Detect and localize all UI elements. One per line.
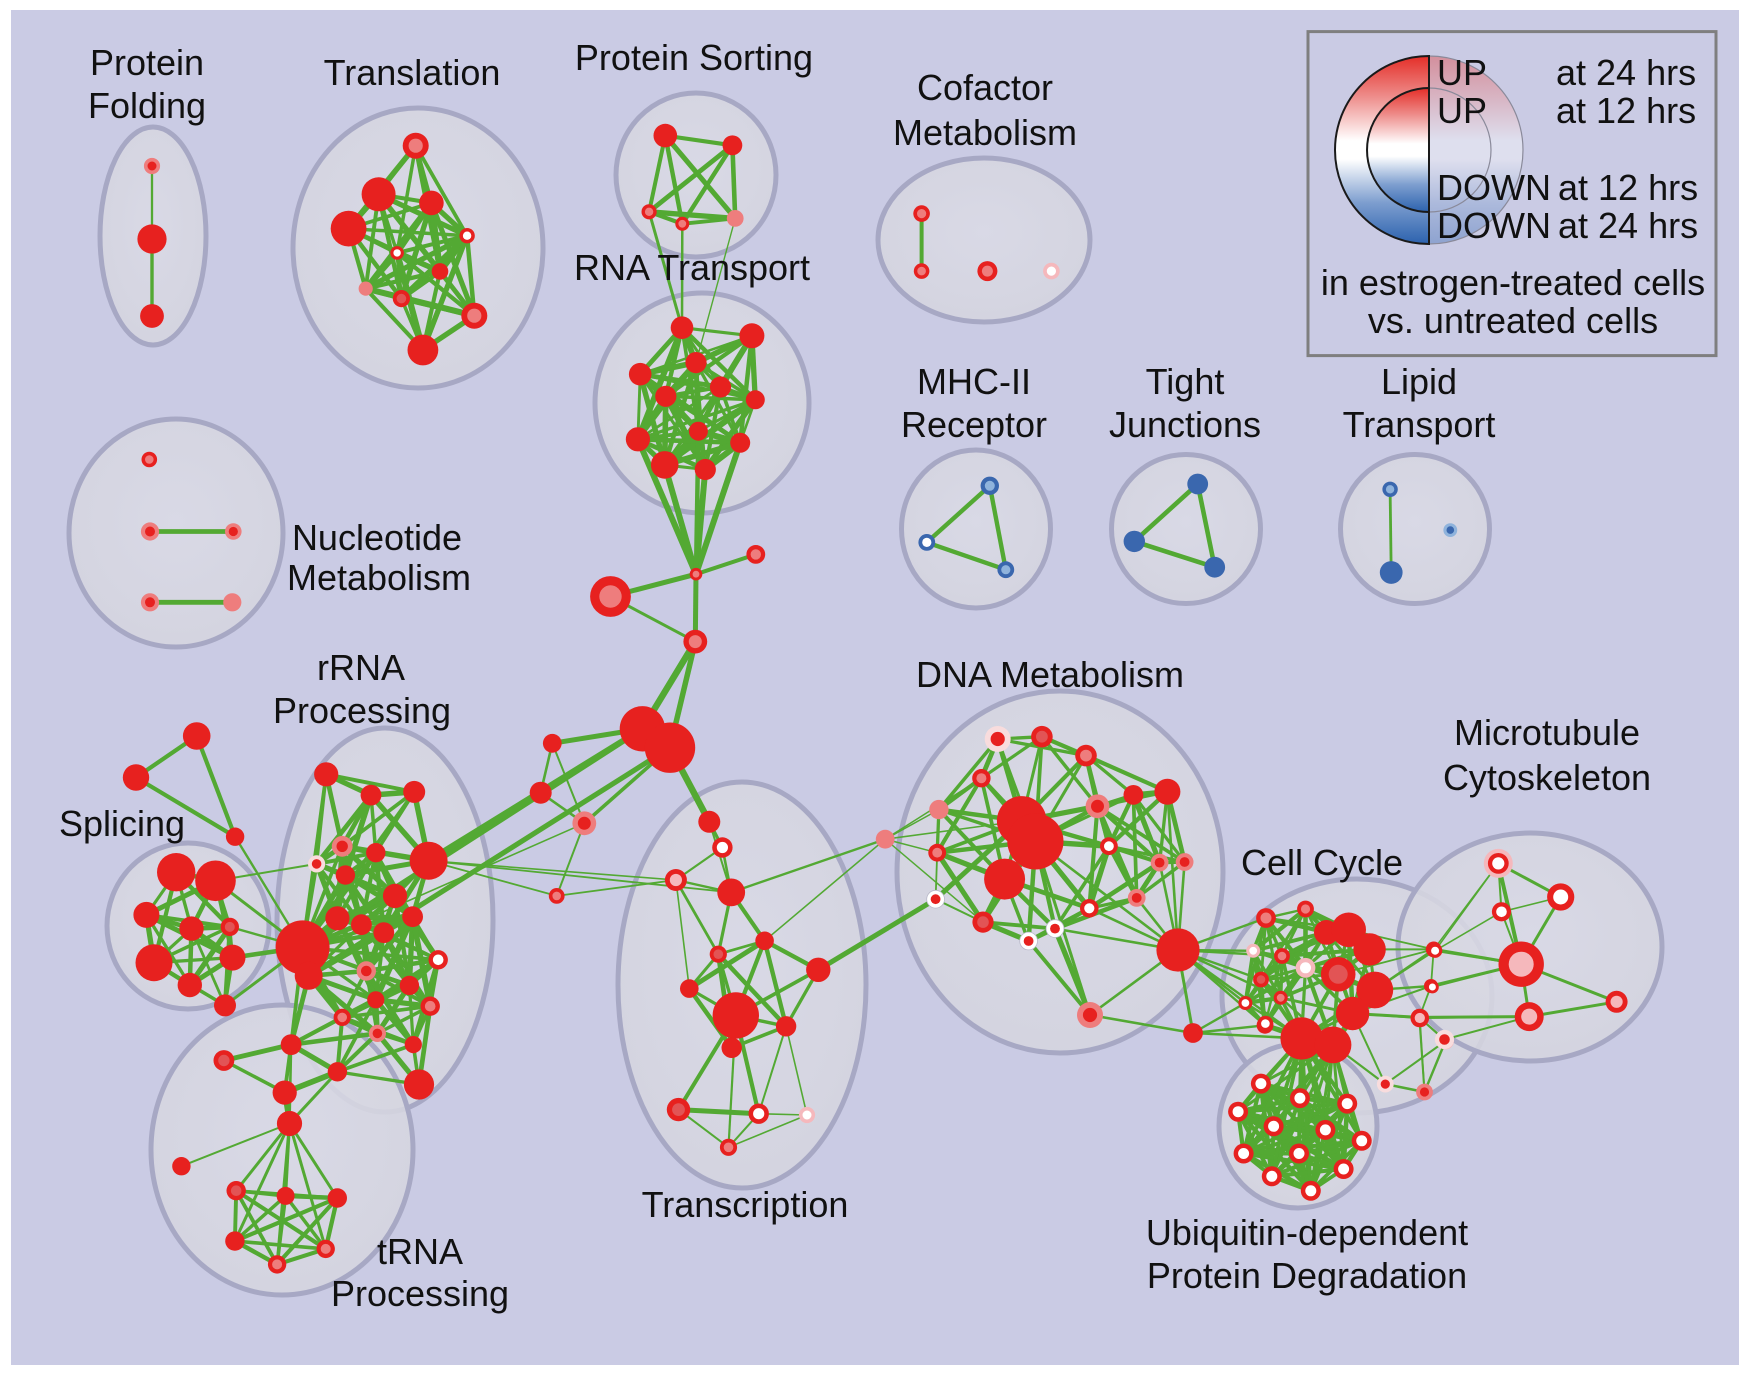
svg-text:Transport: Transport bbox=[1343, 404, 1496, 445]
svg-text:tRNA: tRNA bbox=[377, 1231, 463, 1272]
svg-text:Cofactor: Cofactor bbox=[917, 67, 1053, 108]
svg-text:Metabolism: Metabolism bbox=[287, 557, 471, 598]
svg-text:Junctions: Junctions bbox=[1109, 404, 1261, 445]
svg-text:at 12 hrs: at 12 hrs bbox=[1556, 90, 1696, 131]
svg-text:at 24 hrs: at 24 hrs bbox=[1558, 205, 1698, 246]
svg-text:in estrogen-treated cells: in estrogen-treated cells bbox=[1321, 262, 1705, 303]
svg-text:Microtubule: Microtubule bbox=[1454, 712, 1640, 753]
svg-text:Processing: Processing bbox=[273, 690, 451, 731]
svg-text:UP: UP bbox=[1437, 90, 1487, 131]
svg-text:Cytoskeleton: Cytoskeleton bbox=[1443, 757, 1651, 798]
svg-text:Receptor: Receptor bbox=[901, 404, 1047, 445]
svg-text:Protein: Protein bbox=[90, 42, 204, 83]
svg-text:DOWN: DOWN bbox=[1437, 205, 1551, 246]
svg-text:vs. untreated cells: vs. untreated cells bbox=[1368, 300, 1658, 341]
svg-text:Protein Sorting: Protein Sorting bbox=[575, 37, 813, 78]
svg-text:Processing: Processing bbox=[331, 1273, 509, 1314]
svg-text:RNA Transport: RNA Transport bbox=[574, 247, 810, 288]
svg-text:rRNA: rRNA bbox=[317, 647, 405, 688]
svg-text:Splicing: Splicing bbox=[59, 803, 185, 844]
svg-text:UP: UP bbox=[1437, 52, 1487, 93]
svg-text:DNA Metabolism: DNA Metabolism bbox=[916, 654, 1184, 695]
svg-text:Protein Degradation: Protein Degradation bbox=[1147, 1255, 1467, 1296]
svg-text:Cell Cycle: Cell Cycle bbox=[1241, 842, 1403, 883]
svg-text:Tight: Tight bbox=[1146, 361, 1225, 402]
svg-text:Metabolism: Metabolism bbox=[893, 112, 1077, 153]
svg-text:at 12 hrs: at 12 hrs bbox=[1558, 167, 1698, 208]
svg-text:Translation: Translation bbox=[324, 52, 501, 93]
svg-text:Ubiquitin-dependent: Ubiquitin-dependent bbox=[1146, 1212, 1468, 1253]
svg-text:at 24 hrs: at 24 hrs bbox=[1556, 52, 1696, 93]
svg-text:Nucleotide: Nucleotide bbox=[292, 517, 462, 558]
svg-text:Transcription: Transcription bbox=[642, 1184, 849, 1225]
svg-text:MHC-II: MHC-II bbox=[917, 361, 1031, 402]
svg-text:Folding: Folding bbox=[88, 85, 206, 126]
svg-text:Lipid: Lipid bbox=[1381, 361, 1457, 402]
svg-text:DOWN: DOWN bbox=[1437, 167, 1551, 208]
